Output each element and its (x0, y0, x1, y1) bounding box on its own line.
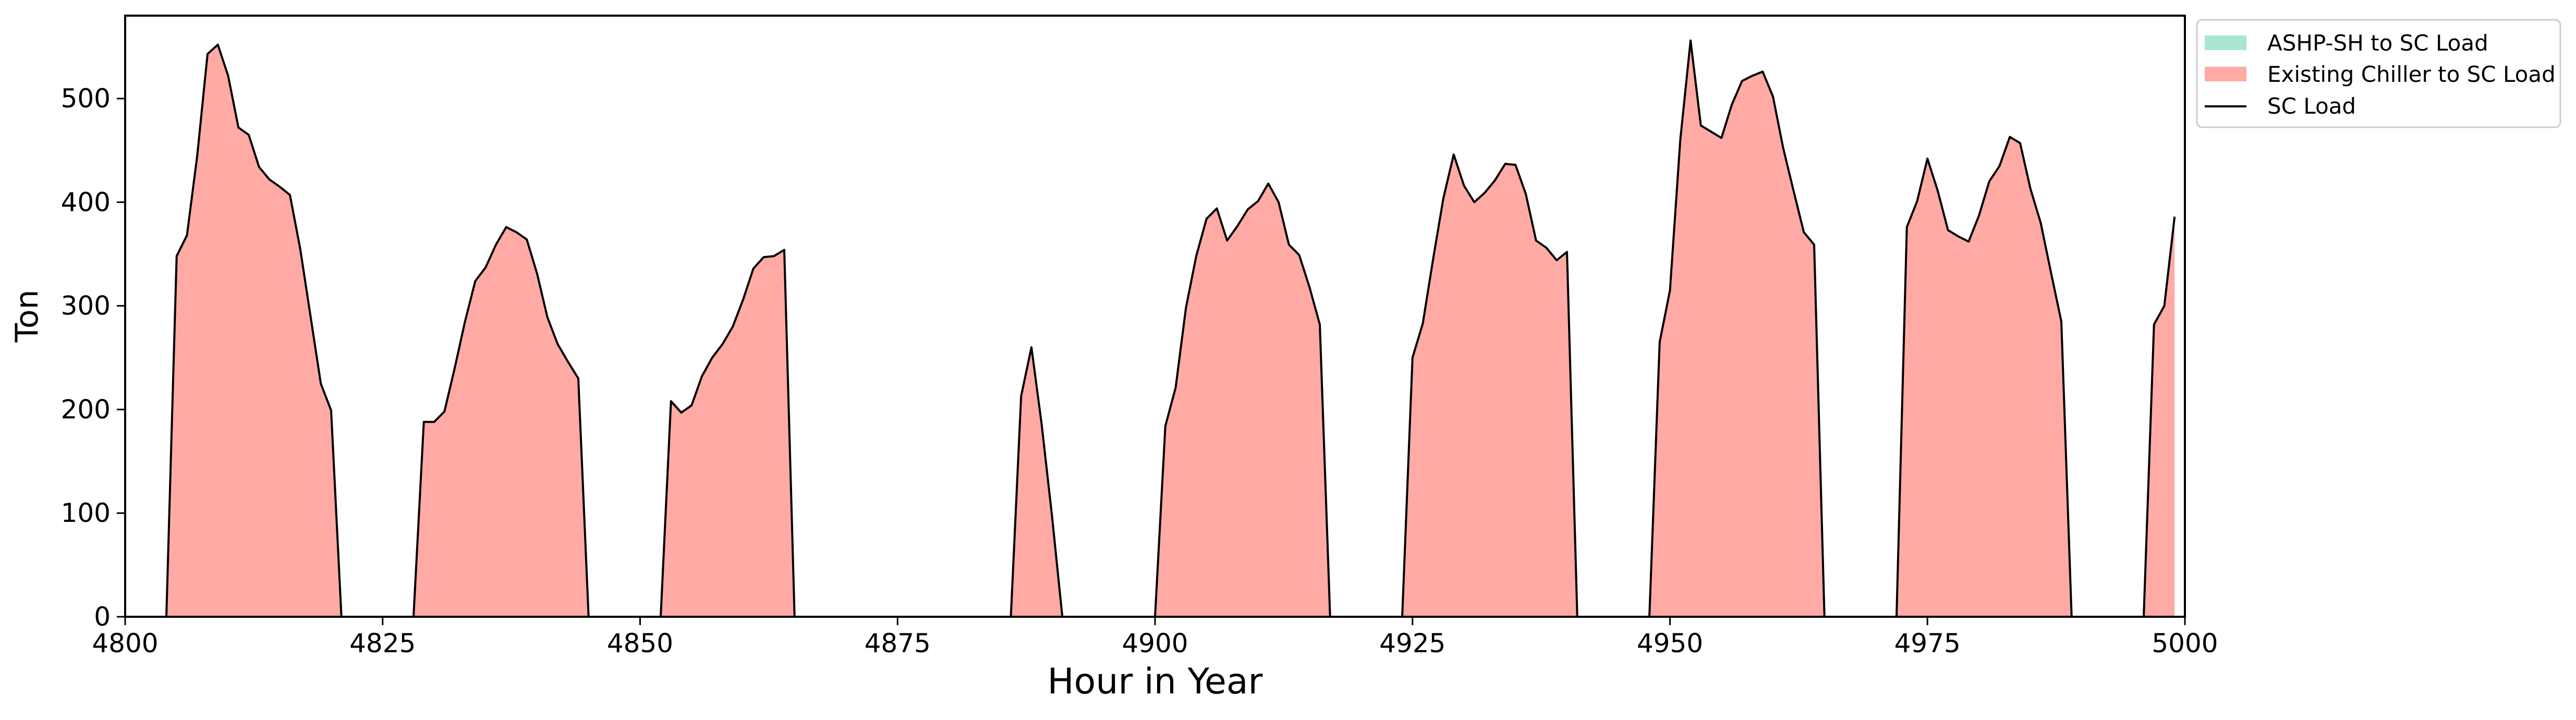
x-tick-label: 4875 (865, 628, 931, 658)
legend-label-ashp-sh: ASHP-SH to SC Load (2267, 30, 2488, 56)
area-series-1 (125, 40, 2175, 617)
y-axis: 0 100 200 300 400 500 (61, 83, 125, 632)
x-tick-label: 4850 (607, 628, 673, 658)
x-tick-label: 4950 (1637, 628, 1703, 658)
y-tick-label: 0 (94, 602, 111, 632)
legend-label-sc-load: SC Load (2267, 93, 2356, 119)
legend-label-existing-chiller: Existing Chiller to SC Load (2267, 62, 2556, 87)
x-tick-label: 4900 (1122, 628, 1188, 658)
x-tick-label: 4825 (349, 628, 416, 658)
y-tick-label: 200 (61, 394, 111, 424)
x-tick-label: 4925 (1379, 628, 1445, 658)
y-tick-label: 100 (61, 498, 111, 528)
legend-swatch-existing-chiller (2205, 67, 2246, 81)
x-axis: 4800 4825 4850 4875 4900 4925 4950 4975 5000 (92, 617, 2218, 658)
legend-swatch-ashp-sh (2205, 35, 2246, 50)
x-tick-label: 5000 (2152, 628, 2218, 658)
x-axis-label: Hour in Year (1048, 661, 1263, 702)
x-tick-label: 4800 (92, 628, 158, 658)
y-tick-label: 500 (61, 83, 111, 114)
x-tick-label: 4975 (1894, 628, 1961, 658)
legend-box (2196, 19, 2561, 128)
legend: ASHP-SH to SC Load Existing Chiller to S… (2196, 19, 2561, 128)
y-axis-label: Ton (9, 289, 45, 343)
y-tick-label: 300 (61, 291, 111, 321)
y-tick-label: 400 (61, 187, 111, 217)
area-layer (125, 40, 2175, 617)
